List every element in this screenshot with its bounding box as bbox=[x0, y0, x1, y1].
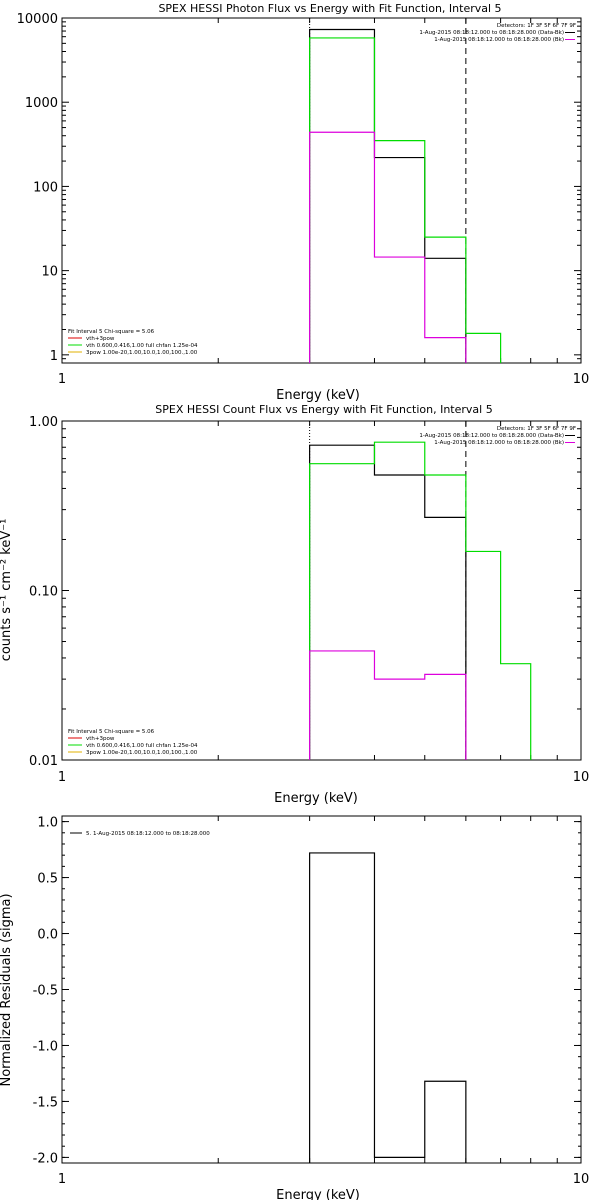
info-bk: 1-Aug-2015 08:18:12.000 to 08:18:28.000 … bbox=[434, 440, 564, 446]
photon-flux-xtick-10: 10 bbox=[573, 372, 590, 387]
fit-vth3pow: vth+3pow bbox=[86, 736, 115, 742]
y-tick-label: -1.5 bbox=[33, 1095, 58, 1110]
residuals-panel: 1.0 0.5 0.0 -0.5 -1.0 -1.5 -2.0 1 10 Energy (k… bbox=[0, 815, 589, 1200]
count-flux-series bbox=[217, 421, 558, 760]
fit-chisq: Fit Interval 5 Chi-square = 5.06 bbox=[68, 329, 155, 335]
y-tick-label: 1 bbox=[50, 349, 58, 364]
y-tick-label: 0.10 bbox=[29, 585, 58, 600]
count-flux-title: SPEX HESSI Count Flux vs Energy with Fit… bbox=[155, 403, 492, 416]
photon-flux-xtick-1: 1 bbox=[58, 372, 66, 387]
count-flux-xtick-1: 1 bbox=[58, 770, 66, 785]
count-flux-y-axis: 0.01 0.10 1.00 bbox=[29, 415, 581, 769]
y-tick-label: 0.0 bbox=[37, 928, 58, 943]
info-detectors: Detectors: 1F 3F 5F 6F 7F 9F bbox=[497, 426, 576, 432]
count-flux-ylabel: counts s⁻¹ cm⁻² keV⁻¹ bbox=[0, 519, 14, 662]
residuals-frame bbox=[61, 815, 582, 1164]
residuals-xtick-1: 1 bbox=[58, 1172, 66, 1187]
series-data-bk-histogram bbox=[309, 444, 467, 760]
count-flux-xlabel: Energy (keV) bbox=[274, 791, 358, 806]
photon-flux-series bbox=[217, 18, 558, 363]
info-bk: 1-Aug-2015 08:18:12.000 to 08:18:28.000 … bbox=[434, 37, 564, 43]
residuals-legend-text: 5. 1-Aug-2015 08:18:12.000 to 08:18:28.0… bbox=[86, 831, 210, 837]
series-bk-histogram bbox=[309, 650, 467, 760]
y-tick-label: -0.5 bbox=[33, 984, 58, 999]
info-detectors: Detectors: 1F 3F 5F 6F 7F 9F bbox=[497, 23, 576, 29]
series-data-bk-histogram bbox=[309, 28, 467, 363]
residuals-legend: 5. 1-Aug-2015 08:18:12.000 to 08:18:28.0… bbox=[70, 831, 210, 837]
series-vth-3pow-histogram bbox=[309, 37, 502, 363]
y-tick-label: -2.0 bbox=[33, 1151, 58, 1166]
residuals-xtick-10: 10 bbox=[573, 1172, 590, 1187]
photon-flux-y-axis: 1 10 100 1000 10000 bbox=[17, 12, 581, 364]
info-data-bk: 1-Aug-2015 08:18:12.000 to 08:18:28.000 … bbox=[419, 30, 564, 36]
y-tick-label: 1.0 bbox=[37, 816, 58, 831]
y-tick-label: 0.01 bbox=[29, 754, 58, 769]
fit-vth3pow: vth+3pow bbox=[86, 336, 115, 342]
residuals-series bbox=[217, 816, 558, 1163]
y-tick-label: 10 bbox=[41, 265, 58, 280]
count-flux-info: Detectors: 1F 3F 5F 6F 7F 9F 1-Aug-2015 … bbox=[419, 426, 576, 446]
residuals-x-axis: 1 10 bbox=[58, 1172, 589, 1187]
count-flux-panel: SPEX HESSI Count Flux vs Energy with Fit… bbox=[0, 403, 589, 806]
fit-chisq: Fit Interval 5 Chi-square = 5.06 bbox=[68, 729, 155, 735]
residuals-y-axis: 1.0 0.5 0.0 -0.5 -1.0 -1.5 -2.0 bbox=[33, 816, 581, 1166]
photon-flux-frame bbox=[61, 17, 582, 364]
photon-flux-panel: SPEX HESSI Photon Flux vs Energy with Fi… bbox=[17, 2, 590, 403]
photon-flux-x-axis: 1 10 bbox=[58, 372, 589, 387]
photon-flux-fit-legend: Fit Interval 5 Chi-square = 5.06 vth+3po… bbox=[68, 329, 198, 356]
photon-flux-title: SPEX HESSI Photon Flux vs Energy with Fi… bbox=[158, 2, 501, 15]
residuals-xlabel: Energy (keV) bbox=[276, 1188, 360, 1200]
info-data-bk: 1-Aug-2015 08:18:12.000 to 08:18:28.000 … bbox=[419, 433, 564, 439]
fit-vth: vth 0.600,0.416,1.00 full chfan 1.25e-04 bbox=[86, 743, 198, 749]
y-tick-label: 0.5 bbox=[37, 872, 58, 887]
residuals-ylabel: Normalized Residuals (sigma) bbox=[0, 893, 14, 1086]
y-tick-label: 10000 bbox=[17, 12, 58, 27]
count-flux-fit-legend: Fit Interval 5 Chi-square = 5.06 vth+3po… bbox=[68, 729, 198, 756]
series-vth-3pow-histogram bbox=[309, 441, 532, 760]
fit-3pow: 3pow 1.00e-20,1.00,10.0,1.00,100.,1.00 bbox=[86, 350, 198, 356]
y-tick-label: 100 bbox=[33, 180, 58, 195]
count-flux-xtick-10: 10 bbox=[573, 770, 590, 785]
photon-flux-xlabel: Energy (keV) bbox=[276, 388, 360, 403]
series-bk-histogram bbox=[309, 131, 467, 363]
count-flux-frame bbox=[61, 420, 582, 761]
photon-flux-info: Detectors: 1F 3F 5F 6F 7F 9F 1-Aug-2015 … bbox=[419, 23, 576, 43]
series-5-histogram bbox=[309, 852, 467, 1163]
fit-3pow: 3pow 1.00e-20,1.00,10.0,1.00,100.,1.00 bbox=[86, 750, 198, 756]
y-tick-label: 1.00 bbox=[29, 415, 58, 430]
y-tick-label: 1000 bbox=[25, 96, 58, 111]
fit-vth: vth 0.600,0.416,1.00 full chfan 1.25e-04 bbox=[86, 343, 198, 349]
count-flux-x-axis: 1 10 bbox=[58, 770, 589, 785]
y-tick-label: -1.0 bbox=[33, 1039, 58, 1054]
